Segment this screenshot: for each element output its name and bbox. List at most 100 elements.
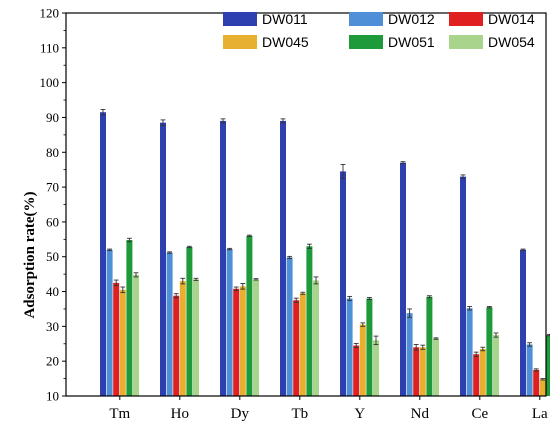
error-bar-dw051-ho bbox=[187, 245, 192, 249]
error-bar-dw011-ce bbox=[460, 174, 466, 179]
bar-dw011-la bbox=[520, 249, 526, 396]
error-bar-dw011-ho bbox=[160, 119, 166, 126]
bar-dw054-ce bbox=[493, 335, 499, 396]
error-bar-dw051-nd bbox=[427, 295, 432, 299]
error-bar-dw054-dy bbox=[253, 278, 259, 281]
bar-dw014-dy bbox=[233, 288, 240, 396]
error-bar-dw014-ce bbox=[473, 351, 479, 357]
bar-dw054-nd bbox=[433, 338, 439, 396]
bar-dw045-ce bbox=[479, 348, 486, 396]
error-bar-dw045-dy bbox=[240, 283, 246, 290]
y-tick-label-10: 10 bbox=[46, 389, 59, 404]
bar-dw051-ho bbox=[186, 246, 193, 396]
error-bar-dw051-ce bbox=[487, 306, 492, 309]
error-bar-dw011-la bbox=[520, 248, 526, 251]
bar-dw054-dy bbox=[253, 279, 259, 396]
error-bar-dw054-ho bbox=[193, 277, 199, 281]
error-bar-dw054-ce bbox=[493, 332, 499, 338]
error-bar-dw012-dy bbox=[227, 247, 232, 251]
y-tick-label-30: 30 bbox=[46, 319, 59, 334]
bar-dw014-la bbox=[533, 369, 540, 396]
y-tick-label-40: 40 bbox=[46, 284, 59, 299]
y-tick-label-60: 60 bbox=[46, 214, 59, 229]
bar-dw012-tm bbox=[106, 249, 113, 396]
bars-layer bbox=[100, 108, 550, 397]
error-bar-dw012-la bbox=[527, 342, 532, 347]
bar-dw014-tb bbox=[293, 300, 300, 396]
error-bar-dw054-tb bbox=[313, 276, 319, 285]
x-tick-label-nd: Nd bbox=[411, 406, 430, 422]
y-tick-label-110: 110 bbox=[40, 40, 59, 55]
bar-dw045-nd bbox=[419, 347, 426, 396]
bar-dw012-dy bbox=[226, 249, 233, 396]
error-bar-dw012-nd bbox=[407, 308, 412, 318]
bar-dw054-tb bbox=[313, 280, 319, 396]
legend-label-dw012: DW012 bbox=[388, 11, 435, 27]
legend-swatch-dw012 bbox=[349, 12, 383, 26]
bar-dw054-y bbox=[373, 340, 379, 396]
bar-dw051-nd bbox=[426, 296, 433, 396]
error-bar-dw011-dy bbox=[220, 118, 226, 124]
error-bar-dw012-ho bbox=[167, 251, 172, 254]
error-bar-dw014-nd bbox=[413, 344, 419, 351]
legend: DW011 DW012 DW014 DW045 DW051 DW054 bbox=[223, 11, 535, 50]
bar-dw045-la bbox=[539, 379, 546, 396]
bar-dw011-tb bbox=[280, 120, 286, 396]
legend-swatch-dw051 bbox=[349, 35, 383, 49]
error-bar-dw054-y bbox=[373, 335, 379, 345]
bar-dw012-nd bbox=[406, 313, 413, 396]
error-bar-dw054-tm bbox=[133, 272, 139, 278]
bar-dw012-ce bbox=[466, 308, 473, 396]
error-bar-dw045-la bbox=[540, 378, 546, 381]
error-bar-dw051-y bbox=[367, 297, 372, 301]
legend-label-dw045: DW045 bbox=[262, 34, 309, 50]
bar-dw012-la bbox=[526, 344, 533, 396]
y-tick-label-80: 80 bbox=[46, 145, 59, 160]
bar-dw051-tm bbox=[126, 240, 133, 396]
bar-dw051-y bbox=[366, 298, 373, 396]
bar-dw045-tb bbox=[299, 293, 306, 396]
error-bar-dw051-tm bbox=[127, 237, 132, 243]
y-axis-title: Adsorption rate(%) bbox=[22, 191, 38, 318]
axes-layer: Tm Ho Dy Tb Y Nd Ce La 10 20 30 40 50 60 70 80 90 100 110 1… bbox=[40, 6, 549, 423]
bar-dw054-tm bbox=[133, 274, 139, 396]
error-bar-dw045-nd bbox=[420, 344, 426, 350]
x-tick-label-la: La bbox=[532, 406, 548, 422]
bar-dw045-ho bbox=[179, 281, 186, 396]
legend-label-dw014: DW014 bbox=[488, 11, 535, 27]
error-bar-dw051-tb bbox=[307, 243, 312, 249]
error-bar-dw012-tm bbox=[107, 248, 112, 251]
bar-dw045-y bbox=[359, 324, 366, 396]
y-tick-label-120: 120 bbox=[40, 6, 60, 21]
y-tick-label-100: 100 bbox=[40, 75, 60, 90]
y-tick-label-70: 70 bbox=[46, 180, 59, 195]
bar-dw011-nd bbox=[400, 162, 406, 396]
error-bar-dw014-y bbox=[353, 342, 359, 349]
x-tick-label-ho: Ho bbox=[171, 406, 189, 422]
error-bar-dw051-la bbox=[547, 333, 550, 337]
bar-dw045-dy bbox=[239, 286, 246, 396]
error-bar-dw011-nd bbox=[400, 161, 406, 165]
error-bar-dw045-tm bbox=[120, 286, 126, 294]
bar-dw051-dy bbox=[246, 235, 253, 396]
y-tick-label-20: 20 bbox=[46, 354, 59, 369]
bar-dw011-y bbox=[340, 171, 346, 396]
bar-dw012-tb bbox=[286, 257, 293, 396]
error-bar-dw051-dy bbox=[247, 234, 252, 237]
bar-dw012-ho bbox=[166, 252, 173, 396]
y-tick-label-90: 90 bbox=[46, 110, 59, 125]
x-tick-label-y: Y bbox=[354, 406, 365, 422]
error-bar-dw014-ho bbox=[173, 293, 179, 299]
x-tick-label-dy: Dy bbox=[231, 406, 250, 422]
error-bar-dw012-y bbox=[347, 295, 352, 302]
bar-dw014-ho bbox=[173, 295, 180, 396]
y-tick-label-50: 50 bbox=[46, 249, 59, 264]
error-bar-dw045-y bbox=[360, 322, 366, 327]
bar-dw014-ce bbox=[473, 354, 480, 396]
legend-label-dw054: DW054 bbox=[488, 34, 535, 50]
x-tick-label-ce: Ce bbox=[471, 406, 488, 422]
legend-swatch-dw011 bbox=[223, 12, 257, 26]
error-bar-dw054-nd bbox=[433, 337, 439, 340]
bar-dw011-ho bbox=[160, 122, 166, 396]
